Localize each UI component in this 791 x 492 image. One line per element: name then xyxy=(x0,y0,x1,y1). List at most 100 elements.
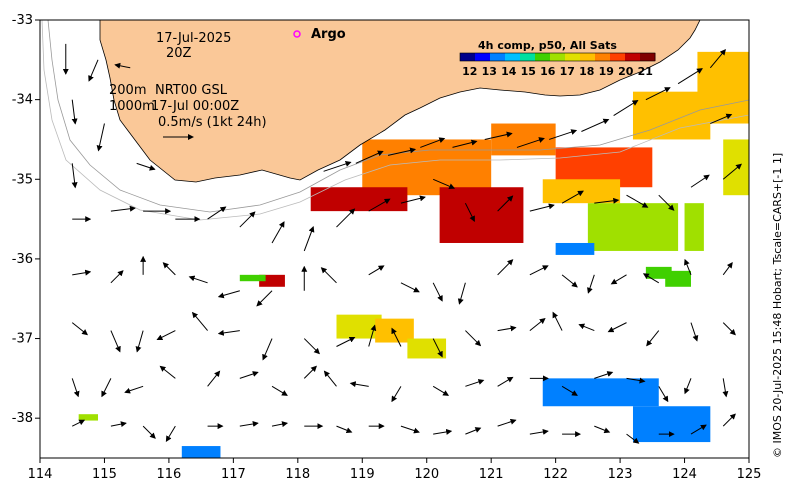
current-arrow xyxy=(594,371,614,379)
current-arrow xyxy=(684,258,692,276)
sst-patch xyxy=(239,274,266,282)
current-arrow xyxy=(610,274,627,285)
current-arrow xyxy=(626,194,649,208)
current-arrow xyxy=(191,311,208,331)
current-arrow xyxy=(432,385,450,396)
current-arrow xyxy=(71,322,89,336)
current-arrow xyxy=(271,221,285,244)
sst-patch xyxy=(723,139,749,196)
sst-patch xyxy=(632,406,711,443)
current-arrow xyxy=(110,270,124,284)
current-arrow xyxy=(561,190,584,204)
colorbar-tick-label: 14 xyxy=(501,65,517,78)
x-tick-label: 115 xyxy=(92,467,117,482)
sst-patch xyxy=(645,266,672,279)
current-arrow xyxy=(465,379,485,387)
current-arrow xyxy=(110,330,121,353)
sst-patch xyxy=(684,203,704,251)
current-arrow xyxy=(722,413,736,427)
current-arrow xyxy=(239,421,259,427)
current-arrow xyxy=(320,267,337,284)
current-arrow xyxy=(690,424,707,435)
current-arrow xyxy=(658,194,675,211)
x-tick-label: 116 xyxy=(156,467,181,482)
colorbar-ticks: 12 13 14 15 16 17 18 19 20 21 xyxy=(462,65,653,78)
current-arrow xyxy=(217,290,240,299)
current-arrow xyxy=(88,59,99,82)
current-arrow xyxy=(156,330,176,341)
sst-patch xyxy=(439,187,524,243)
x-tick-label: 125 xyxy=(737,467,762,482)
colorbar-tick-label: 13 xyxy=(482,65,497,78)
colorbar-tick-label: 20 xyxy=(618,65,634,78)
current-arrow xyxy=(135,330,144,353)
current-arrow xyxy=(336,208,356,228)
current-arrow xyxy=(72,419,86,427)
current-arrow xyxy=(516,137,545,148)
y-tick-label: -37 xyxy=(12,332,33,347)
current-arrow xyxy=(323,370,337,387)
current-arrow xyxy=(549,129,578,140)
current-arrow xyxy=(722,163,742,180)
current-arrow xyxy=(400,425,420,434)
current-arrow xyxy=(578,323,595,332)
colorbar-segment xyxy=(520,53,536,61)
current-arrow xyxy=(336,337,356,347)
current-arrow xyxy=(552,311,563,331)
current-arrow xyxy=(387,147,417,156)
colorbar-tick-label: 12 xyxy=(462,65,477,78)
current-arrow xyxy=(420,137,446,148)
depth-200-label: 200m xyxy=(109,83,146,98)
colorbar-segment xyxy=(595,53,611,61)
current-arrow xyxy=(71,99,78,125)
sst-patch xyxy=(259,274,285,287)
current-arrow xyxy=(626,433,640,444)
sst-patch xyxy=(362,139,492,196)
x-tick-label: 123 xyxy=(608,467,633,482)
current-arrow xyxy=(433,428,453,435)
current-arrow xyxy=(710,113,733,124)
current-arrow xyxy=(391,327,402,347)
colorbar-tick-label: 18 xyxy=(579,65,594,78)
current-arrow xyxy=(497,418,517,427)
current-arrow xyxy=(658,386,669,403)
argo-label: Argo xyxy=(311,27,346,42)
current-arrow xyxy=(368,324,377,347)
current-arrow xyxy=(217,329,240,336)
current-arrow xyxy=(722,262,733,276)
current-arrow xyxy=(432,178,456,190)
y-tick-label: -35 xyxy=(12,172,33,187)
colorbar-segment xyxy=(460,53,476,61)
colorbar-segment xyxy=(580,53,596,61)
current-arrow xyxy=(336,425,353,434)
current-vectors xyxy=(62,43,742,444)
current-arrow xyxy=(239,211,256,228)
sst-patch xyxy=(181,446,221,458)
current-arrow xyxy=(613,100,639,116)
model-time-label: 17-Jul 00:00Z xyxy=(151,99,239,114)
current-arrow xyxy=(690,322,699,342)
current-arrow xyxy=(124,385,144,394)
current-arrow xyxy=(497,376,514,387)
current-arrow xyxy=(400,282,420,293)
current-arrow xyxy=(72,269,92,276)
colorbar-segment xyxy=(490,53,506,61)
current-arrow xyxy=(497,195,514,212)
current-arrow xyxy=(368,265,385,276)
x-tick-label: 122 xyxy=(543,467,568,482)
current-arrow xyxy=(581,118,610,132)
current-arrow xyxy=(432,282,443,302)
colorbar-segment xyxy=(625,53,641,61)
current-arrow xyxy=(464,202,475,223)
x-tick-label: 114 xyxy=(28,467,53,482)
current-arrow xyxy=(529,265,549,276)
current-arrow xyxy=(646,330,660,347)
bathymetry-1000m xyxy=(41,20,749,221)
current-arrow xyxy=(484,131,513,140)
sst-patch xyxy=(697,51,749,124)
colorbar-tick-label: 17 xyxy=(560,65,575,78)
current-arrow xyxy=(303,365,317,379)
current-arrow xyxy=(677,68,703,85)
